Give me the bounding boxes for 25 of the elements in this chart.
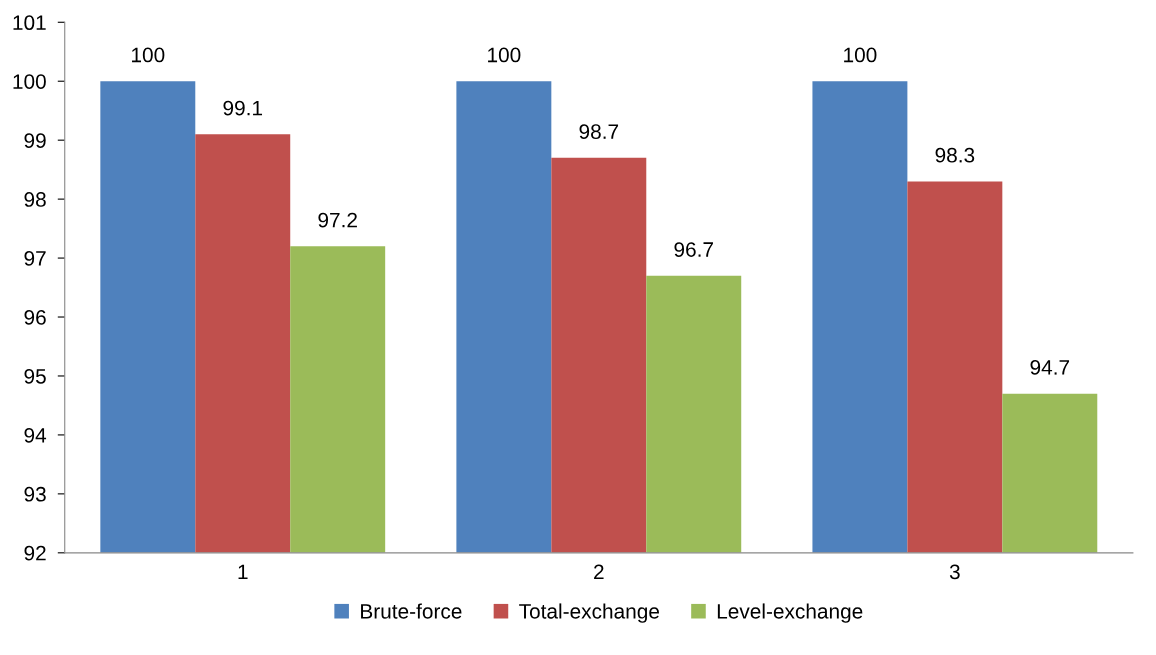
y-tick-label: 93 <box>24 486 46 502</box>
y-tick-label: 95 <box>24 368 46 384</box>
data-label: 100 <box>488 47 521 63</box>
y-tick-label: 96 <box>24 310 46 325</box>
y-tick-label: 97 <box>24 251 46 266</box>
x-tick-label: 2 <box>594 564 604 580</box>
y-tick-label: 98 <box>24 192 46 207</box>
y-tick-label: 101 <box>13 15 46 31</box>
data-label: 98.7 <box>579 124 619 139</box>
y-tick-label: 100 <box>13 74 46 89</box>
legend-label: Total-exchange <box>519 603 660 623</box>
legend-label: Level-exchange <box>717 603 863 623</box>
x-tick-label: 1 <box>238 564 248 580</box>
y-tick-label: 92 <box>24 545 46 561</box>
legend-label: Brute-force <box>361 603 462 619</box>
data-label: 100 <box>132 47 165 63</box>
data-label: 96.7 <box>674 242 713 257</box>
data-label: 100 <box>844 47 877 63</box>
x-tick-label: 3 <box>949 564 960 580</box>
data-label: 98.3 <box>935 147 975 163</box>
data-label: 99.1 <box>223 100 263 116</box>
y-tick-label: 94 <box>24 427 47 443</box>
y-tick-label: 99 <box>24 133 46 148</box>
data-label: 97.2 <box>318 212 357 228</box>
data-label: 94.7 <box>1030 360 1070 375</box>
